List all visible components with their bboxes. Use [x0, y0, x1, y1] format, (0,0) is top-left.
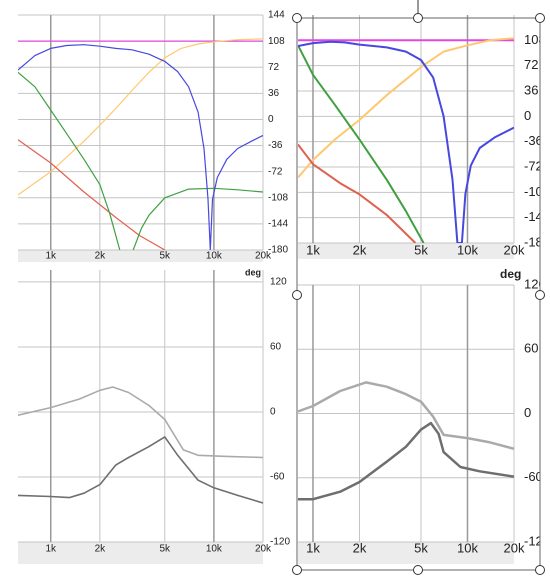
series-line [18, 44, 263, 250]
resize-handle[interactable] [292, 565, 302, 575]
series-line [18, 139, 166, 250]
x-tick-label: 20k [255, 251, 272, 262]
y-tick-label: 120 [270, 277, 287, 288]
series-line [298, 44, 425, 243]
y-tick-label: -180 [524, 234, 550, 249]
axis-label: deg [500, 267, 521, 281]
plot-area [18, 15, 263, 250]
y-tick-label: -120 [270, 537, 290, 548]
y-tick-label: 72 [524, 57, 538, 72]
axis-strip [298, 243, 514, 259]
x-tick-label: 5k [414, 540, 428, 555]
y-tick-label: -60 [524, 469, 543, 484]
series-line [298, 421, 514, 501]
y-tick-label: -60 [270, 472, 285, 483]
y-tick-label: -72 [524, 158, 543, 173]
y-tick-label: 0 [268, 114, 274, 125]
x-tick-label: 2k [353, 242, 367, 257]
y-tick-label: -180 [268, 245, 288, 256]
y-tick-label: -144 [524, 209, 550, 224]
resize-handle[interactable] [535, 565, 545, 575]
x-tick-label: 10k [206, 544, 223, 555]
chart: 120 60 0 -60 -120 1k 2k 5k 10k 20k deg [298, 267, 550, 555]
y-tick-label: 60 [270, 342, 282, 353]
x-tick-label: 5k [159, 251, 171, 262]
series-line [18, 71, 263, 250]
resize-handle[interactable] [535, 290, 545, 300]
axis-label: deg [245, 267, 261, 277]
x-tick-label: 20k [504, 540, 525, 555]
chart: 120 60 0 -60 -120 1k 2k 5k 10k 20k deg [18, 267, 290, 555]
axis-strip [298, 542, 514, 564]
x-tick-label: 1k [45, 251, 57, 262]
x-tick-label: 5k [159, 544, 171, 555]
x-tick-label: 1k [306, 540, 320, 555]
resize-handle[interactable] [413, 13, 423, 23]
resize-handle[interactable] [292, 13, 302, 23]
y-tick-label: 36 [524, 82, 538, 97]
x-tick-label: 20k [504, 242, 525, 257]
series-line [298, 143, 417, 243]
y-tick-label: -108 [268, 192, 288, 203]
y-tick-label: 72 [268, 62, 280, 73]
resize-handle[interactable] [413, 565, 423, 575]
series-line [18, 436, 263, 504]
axis-strip [18, 542, 263, 564]
series-line [18, 38, 263, 196]
y-tick-label: -108 [524, 184, 550, 199]
y-tick-label: 36 [268, 88, 280, 99]
y-tick-label: 108 [524, 32, 546, 47]
y-tick-label: -120 [524, 533, 550, 548]
plot-area [298, 15, 514, 243]
x-tick-label: 2k [353, 540, 367, 555]
x-tick-label: 10k [206, 251, 223, 262]
y-tick-label: -36 [524, 133, 543, 148]
y-tick-label: 0 [524, 108, 531, 123]
y-tick-label: 0 [524, 405, 531, 420]
x-tick-label: 2k [95, 544, 107, 555]
x-tick-label: 10k [457, 242, 478, 257]
y-tick-label: 60 [524, 341, 538, 356]
selection-frame[interactable] [292, 0, 545, 575]
series-line [18, 386, 263, 459]
x-tick-label: 5k [414, 242, 428, 257]
chart: 108 72 36 0 -36 -72 -108 -144 -180 1k 2k 5k 10k 20k [298, 15, 550, 257]
y-tick-label: -36 [268, 140, 283, 151]
y-tick-label: -144 [268, 219, 288, 230]
chart: 144 108 72 36 0 -36 -72 -108 -144 -180 1k 2k 5k 10k 20… [18, 10, 288, 262]
x-tick-label: 20k [255, 544, 272, 555]
y-tick-label: -72 [268, 166, 283, 177]
x-tick-label: 1k [45, 544, 57, 555]
series-line [298, 37, 514, 179]
x-tick-label: 1k [306, 242, 320, 257]
y-tick-label: 120 [524, 276, 546, 291]
x-tick-label: 2k [95, 251, 107, 262]
series-line [298, 40, 514, 243]
resize-handle[interactable] [535, 13, 545, 23]
y-tick-label: 144 [268, 10, 285, 21]
resize-handle[interactable] [292, 290, 302, 300]
y-tick-label: 108 [268, 36, 285, 47]
charts: 144 108 72 36 0 -36 -72 -108 -144 -180 1k 2k 5k 10k 20… [18, 10, 550, 555]
x-tick-label: 10k [457, 540, 478, 555]
axis-strip [18, 250, 263, 262]
y-tick-label: 0 [270, 407, 276, 418]
series-line [298, 381, 514, 451]
